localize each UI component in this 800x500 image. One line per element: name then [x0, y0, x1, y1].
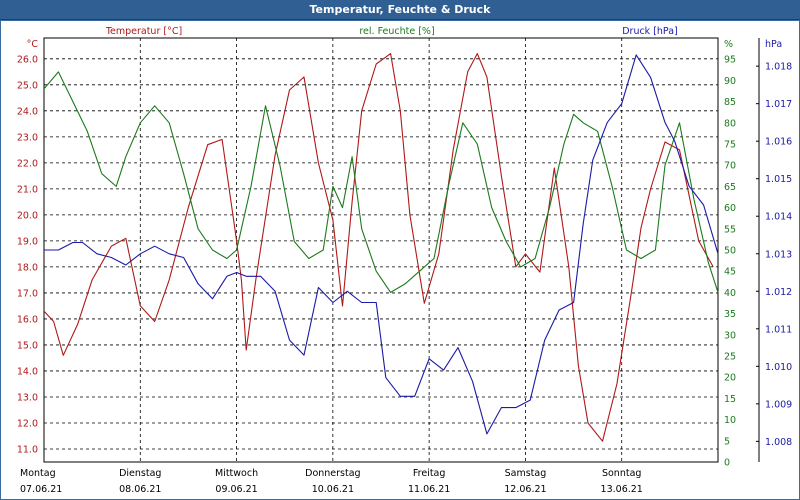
pressure-tick-label: 1.017 — [765, 99, 792, 110]
x-tick-day-label: Montag — [20, 468, 56, 479]
humidity-tick-label: 20 — [724, 373, 736, 384]
x-tick-day-label: Samstag — [505, 468, 547, 479]
pressure-tick-label: 1.010 — [765, 362, 792, 373]
plot-border — [43, 37, 719, 463]
temperature-tick-label: 16.0 — [17, 314, 38, 325]
series-lines — [43, 53, 719, 442]
temperature-tick-label: 22.0 — [17, 158, 38, 169]
humidity-tick-label: 90 — [724, 76, 736, 87]
x-tick-day-label: Freitag — [413, 468, 446, 479]
humidity-tick-label: 75 — [724, 140, 736, 151]
humidity-tick-label: 25 — [724, 352, 736, 363]
temperature-tick-label: 13.0 — [17, 392, 38, 403]
humidity-tick-label: 0 — [724, 458, 730, 469]
pressure-tick-label: 1.013 — [765, 249, 792, 260]
humidity-tick-label: 45 — [724, 267, 736, 278]
temperature-tick-label: 25.0 — [17, 80, 38, 91]
temperature-tick-label: 19.0 — [17, 236, 38, 247]
temperature-tick-label: 24.0 — [17, 106, 38, 117]
pressure-tick-label: 1.009 — [765, 399, 792, 410]
pressure-unit-label: hPa — [765, 39, 782, 50]
temperature-tick-label: 23.0 — [17, 132, 38, 143]
x-tick-date-label: 10.06.21 — [312, 484, 354, 495]
humidity-unit-label: % — [724, 39, 733, 50]
series-line-pressure — [44, 54, 719, 435]
series-line-humidity — [43, 71, 719, 293]
x-tick-day-label: Dienstag — [119, 468, 161, 479]
x-tick-day-label: Sonntag — [602, 468, 641, 479]
pressure-tick-label: 1.012 — [765, 287, 792, 298]
pressure-tick-label: 1.018 — [765, 62, 792, 73]
humidity-tick-label: 40 — [724, 288, 736, 299]
legend-humidity: rel. Feuchte [%] — [359, 26, 434, 37]
humidity-tick-label: 65 — [724, 182, 736, 193]
x-tick-date-label: 07.06.21 — [20, 484, 62, 495]
humidity-tick-label: 95 — [724, 55, 736, 66]
temperature-tick-label: 18.0 — [17, 262, 38, 273]
temperature-tick-label: 17.0 — [17, 288, 38, 299]
temperature-tick-label: 26.0 — [17, 54, 38, 65]
series-line-temperature — [43, 53, 714, 442]
pressure-tick-label: 1.008 — [765, 437, 792, 448]
legend-pressure: Druck [hPa] — [622, 26, 678, 37]
humidity-tick-label: 35 — [724, 309, 736, 320]
humidity-tick-label: 50 — [724, 246, 736, 257]
chart-title: Temperatur, Feuchte & Druck — [0, 0, 800, 20]
temperature-tick-label: 15.0 — [17, 340, 38, 351]
x-tick-day-label: Donnerstag — [305, 468, 360, 479]
grid — [44, 38, 718, 462]
pressure-tick-label: 1.016 — [765, 137, 792, 148]
humidity-tick-label: 80 — [724, 118, 736, 129]
axes — [43, 37, 760, 463]
humidity-tick-label: 10 — [724, 415, 736, 426]
pressure-tick-label: 1.011 — [765, 324, 792, 335]
temperature-unit-label: °C — [27, 39, 39, 50]
pressure-tick-label: 1.015 — [765, 174, 792, 185]
humidity-tick-label: 55 — [724, 224, 736, 235]
x-tick-date-label: 08.06.21 — [119, 484, 161, 495]
temperature-tick-label: 14.0 — [17, 366, 38, 377]
humidity-tick-label: 15 — [724, 394, 736, 405]
x-tick-date-label: 09.06.21 — [215, 484, 257, 495]
temperature-tick-label: 12.0 — [17, 418, 38, 429]
temperature-tick-label: 20.0 — [17, 210, 38, 221]
pressure-tick-label: 1.014 — [765, 212, 792, 223]
x-tick-date-label: 12.06.21 — [504, 484, 546, 495]
temperature-tick-label: 11.0 — [17, 444, 38, 455]
legend-temperature: Temperatur [°C] — [105, 26, 182, 37]
temperature-tick-label: 21.0 — [17, 184, 38, 195]
x-tick-date-label: 11.06.21 — [408, 484, 450, 495]
x-tick-date-label: 13.06.21 — [601, 484, 643, 495]
axis-labels: 11.0 12.0 13.0 14.0 15.0 16.0 17.0 18.0 19.0 20.0… — [17, 26, 792, 495]
x-tick-day-label: Mittwoch — [215, 468, 258, 479]
humidity-tick-label: 60 — [724, 203, 736, 214]
humidity-tick-label: 30 — [724, 330, 736, 341]
humidity-tick-label: 5 — [724, 436, 730, 447]
humidity-tick-label: 70 — [724, 161, 736, 172]
humidity-tick-label: 85 — [724, 97, 736, 108]
